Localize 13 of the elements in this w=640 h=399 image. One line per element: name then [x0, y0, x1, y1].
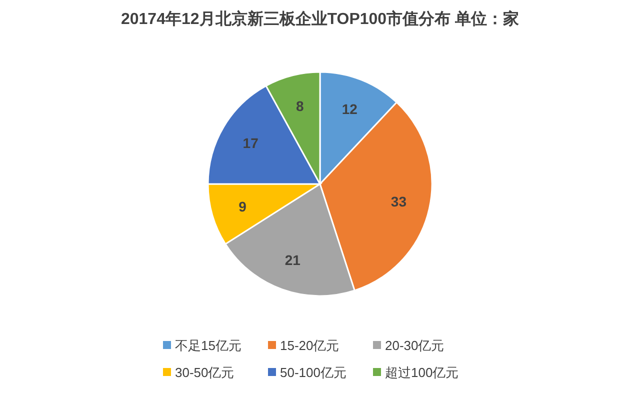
- legend-label: 50-100亿元: [280, 365, 346, 380]
- data-label: 9: [238, 198, 247, 214]
- data-label: 21: [284, 252, 301, 268]
- data-label: 17: [242, 134, 259, 151]
- chart-title: 20174年12月北京新三板企业TOP100市值分布 单位：家: [120, 9, 520, 28]
- data-label: 12: [342, 101, 358, 118]
- data-label: 33: [390, 194, 407, 210]
- legend-label: 超过100亿元: [385, 365, 459, 380]
- legend-label: 不足15亿元: [175, 338, 242, 353]
- data-label: 8: [296, 98, 304, 114]
- legend-label: 20-30亿元: [385, 338, 444, 353]
- legend-label: 30-50亿元: [175, 365, 234, 380]
- legend-label: 15-20亿元: [280, 338, 340, 353]
